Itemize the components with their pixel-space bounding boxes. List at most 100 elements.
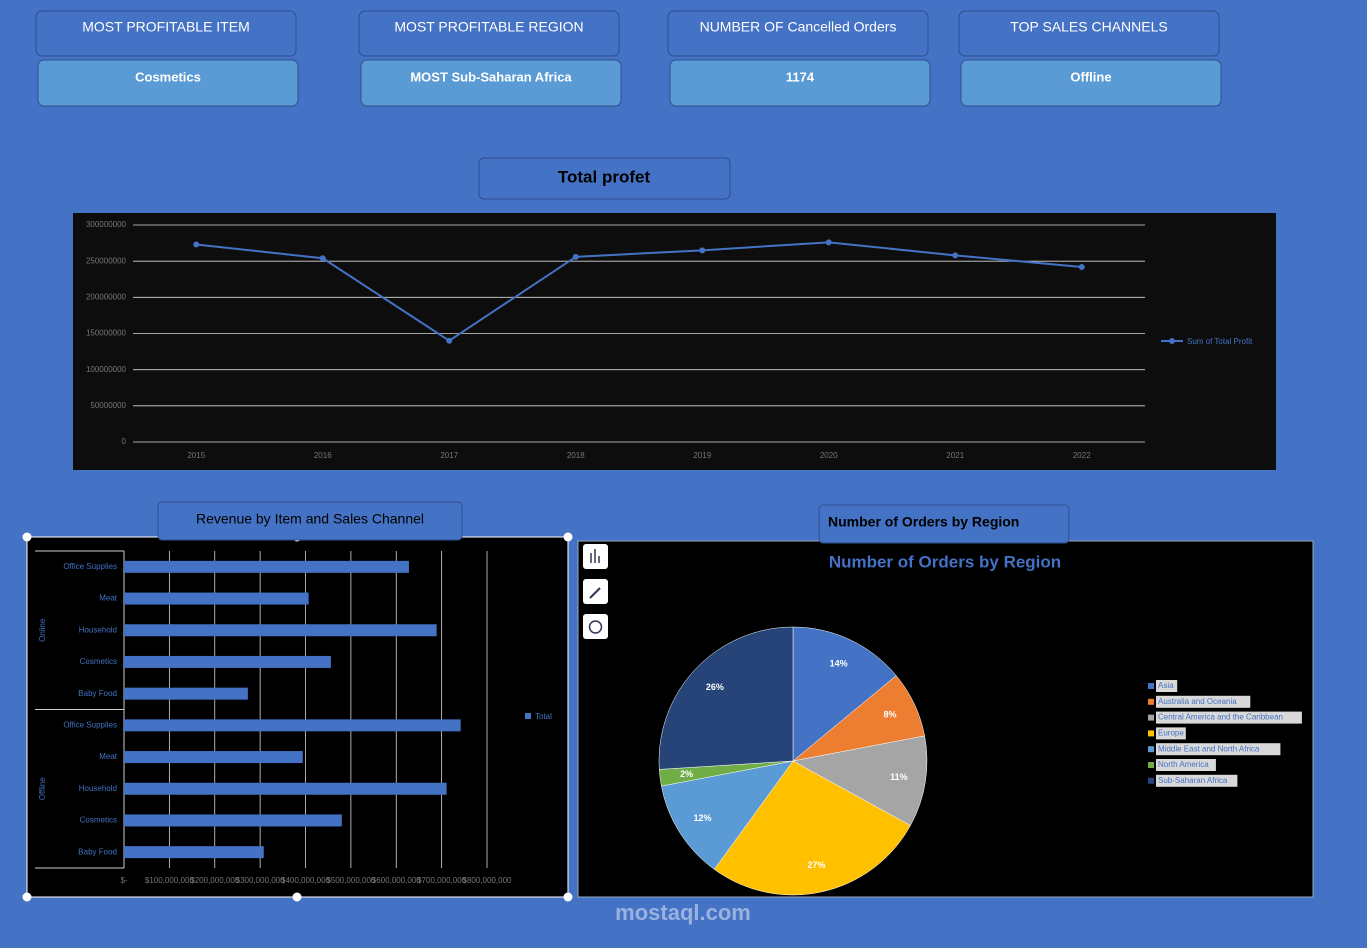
category-label: Office Supplies [63,720,117,729]
x-tick-label: $- [120,876,127,885]
chart-tools [583,544,608,639]
legend-label: Europe [1158,729,1184,738]
legend-label: Asia [1158,681,1174,690]
bar [124,751,303,764]
legend-swatch [1148,698,1154,705]
group-label: Offline [38,777,47,801]
legend-swatch [1148,762,1154,768]
card-value: Cosmetics [135,69,201,84]
card-title-box [35,10,297,57]
x-tick-label: $500,000,000 [326,876,375,885]
y-tick-label: 200000000 [86,292,127,301]
card-value: Offline [1070,69,1111,84]
chart-filters-button[interactable] [583,614,608,639]
category-label: Baby Food [78,689,117,698]
chart-title: Total profet [558,167,651,186]
point [699,247,706,254]
watermark: mostaql.com [615,900,751,925]
x-tick-label: 2019 [693,451,711,460]
legend-label: Sub-Saharan Africa [1158,776,1228,785]
data-label: 11% [890,772,908,782]
data-label: 26% [706,682,724,692]
x-tick-label: 2021 [946,451,964,460]
card-title: NUMBER OF Cancelled Orders [700,19,897,35]
legend-label: Total [535,712,552,721]
icon [588,620,603,634]
icon [589,587,601,599]
category-label: Household [79,784,117,793]
card-value-box [960,59,1222,107]
x-tick-label: $800,000,000 [463,876,512,885]
legend-bg [1156,759,1216,771]
legend-label: Middle East and North Africa [1158,744,1260,753]
legend-label: North America [1158,760,1209,769]
x-tick-label: $400,000,000 [281,876,330,885]
bar [124,655,331,668]
y-tick-label: 100000000 [86,365,127,374]
card-value-box [360,59,622,107]
category-label: Meat [99,594,118,603]
bar [124,687,248,700]
x-tick-label: $100,000,000 [145,876,194,885]
bar [124,814,342,827]
legend-bg [1156,695,1251,708]
bar [124,782,447,795]
x-tick-label: $200,000,000 [190,876,239,885]
point [572,253,579,260]
point [952,252,959,259]
category-label: Cosmetics [80,816,117,825]
line [196,241,1082,342]
x-tick-label: 2015 [187,451,205,460]
category-label: Baby Food [78,847,117,856]
legend-swatch [1148,714,1154,721]
title-box [157,501,463,541]
pie-slice [661,760,794,870]
legend-swatch [1148,777,1154,784]
y-tick-label: 300000000 [86,220,127,229]
title-box [818,504,1070,544]
card-title: MOST PROFITABLE ITEM [82,19,250,35]
point [319,255,326,262]
bar [124,592,309,605]
bar [124,719,461,732]
x-tick-label: 2020 [820,451,838,460]
y-tick-label: 50000000 [90,401,126,410]
card-title: TOP SALES CHANNELS [1010,19,1167,35]
data-label: 14% [830,658,848,668]
card-value: MOST Sub-Saharan Africa [410,69,572,84]
line-chart-area [73,213,1276,470]
legend-bg [1156,711,1302,724]
legend-swatch [1148,746,1154,753]
data-label: 8% [883,710,896,720]
chart-title: Number of Orders by Region [829,552,1061,571]
point [1078,263,1085,270]
bar [124,560,409,573]
pie-slice [792,735,928,826]
legend-bg [1156,727,1186,740]
x-tick-label: 2018 [567,451,585,460]
title-box [478,157,731,200]
x-tick-label: $300,000,000 [236,876,285,885]
legend-label: Sum of Total Profit [1187,337,1253,346]
card-title-box [358,10,620,57]
chart-heading: Number of Orders by Region [828,514,1019,530]
card-value: 1174 [786,69,815,84]
chart-title: Revenue by Item and Sales Channel [196,511,424,527]
point [193,241,200,248]
legend-swatch [525,713,531,719]
x-tick-label: $600,000,000 [372,876,421,885]
legend-label: Central America and the Caribbean [1158,713,1283,722]
data-label: 12% [693,813,711,823]
data-label: 27% [807,860,825,870]
card-title-box [958,10,1220,57]
legend-swatch [1169,338,1175,344]
y-tick-label: 250000000 [86,256,127,265]
x-tick-label: 2022 [1073,451,1091,460]
point [825,239,832,246]
legend-bg [1156,774,1238,787]
category-label: Office Supplies [63,562,117,571]
bar [124,624,437,637]
card-value-box [37,59,299,107]
card-title: MOST PROFITABLE REGION [394,19,583,35]
